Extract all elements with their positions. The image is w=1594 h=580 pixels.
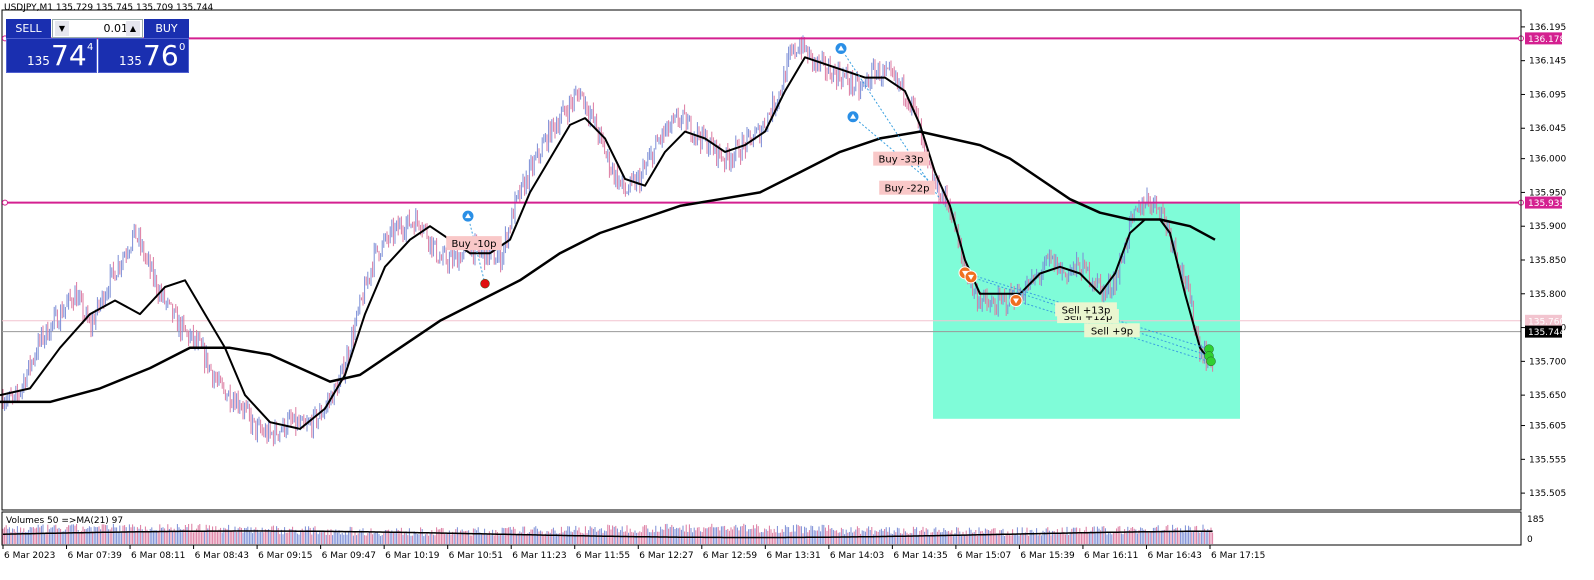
time-tick-label: 6 Mar 10:51 <box>449 551 503 561</box>
sell-button[interactable]: SELL <box>6 19 51 38</box>
time-tick-label: 6 Mar 16:43 <box>1147 551 1201 561</box>
trade-connector-line <box>970 276 1206 356</box>
volume-indicator-label: Volumes 50 =>MA(21) 97 <box>6 516 124 526</box>
time-tick-label: 6 Mar 08:11 <box>131 551 185 561</box>
time-tick-label: 6 Mar 14:35 <box>893 551 947 561</box>
buy-button[interactable]: BUY <box>144 19 189 38</box>
ask-price-tag-bg <box>1525 314 1562 327</box>
price-tick-label: 135.555 <box>1529 455 1566 465</box>
time-tick-label: 6 Mar 09:15 <box>258 551 312 561</box>
price-tick-label: 136.145 <box>1529 57 1566 67</box>
time-tick-label: 6 Mar 11:55 <box>576 551 630 561</box>
trade-result-label: Buy -33p <box>879 155 924 166</box>
buy-price-pips: 76 <box>143 39 179 72</box>
sell-price-pips: 74 <box>51 39 87 72</box>
volume-increase-button[interactable]: ▲ <box>126 21 140 36</box>
slow-moving-average-line <box>0 130 1216 404</box>
buy-entry-marker-glyph <box>465 213 471 219</box>
trade-result-label: Sell +9p <box>1091 326 1133 337</box>
time-tick-label: 6 Mar 12:27 <box>639 551 693 561</box>
buy-price-fraction: 0 <box>179 42 186 53</box>
sell-entry-marker-glyph <box>968 274 974 280</box>
trade-result-label: Sell +13p <box>1062 305 1111 316</box>
bid-price-tag-bg <box>1525 325 1562 338</box>
time-tick-label: 6 Mar 15:07 <box>957 551 1011 561</box>
price-tick-label: 136.045 <box>1529 124 1566 134</box>
time-tick-label: 6 Mar 10:19 <box>385 551 440 561</box>
time-tick-label: 6 Mar 17:15 <box>1211 551 1265 561</box>
trade-result-label-bg <box>879 180 935 195</box>
trade-result-label-bg <box>446 236 502 251</box>
volume-value: 0.01 <box>103 22 129 35</box>
volume-field[interactable]: ▼ 0.01 ▲ <box>52 19 143 38</box>
price-tick-label: 136.000 <box>1529 155 1566 165</box>
buy-entry-marker-glyph <box>838 45 844 51</box>
level-price-tag: 135.935 <box>1528 199 1565 209</box>
trade-result-label: Sell +12p <box>1064 312 1113 323</box>
volume-scale-bottom: 0 <box>1527 535 1533 545</box>
time-tick-label: 6 Mar 12:59 <box>703 551 758 561</box>
symbol-ohlc-header: USDJPY,M1 135.729 135.745 135.709 135.74… <box>4 3 214 13</box>
trade-result-label-bg <box>1084 323 1140 338</box>
volume-scale-top: 185 <box>1527 515 1544 525</box>
time-tick-label: 6 Mar 07:39 <box>68 551 123 561</box>
sell-entry-marker-glyph <box>1013 298 1019 304</box>
price-tick-label: 135.850 <box>1529 256 1566 266</box>
trade-connector-line <box>852 116 936 187</box>
plot-area-frame <box>1 9 1522 511</box>
level-anchor-point <box>2 199 8 206</box>
time-tick-label: 6 Mar 08:43 <box>195 551 249 561</box>
buy-entry-marker-glyph <box>850 113 856 119</box>
time-tick-label: 6 Mar 13:31 <box>766 551 820 561</box>
trade-result-label-bg <box>1055 302 1117 317</box>
price-tick-label: 135.650 <box>1529 391 1566 401</box>
fast-moving-average-line <box>0 56 1206 430</box>
price-tick-label: 135.950 <box>1529 188 1566 198</box>
time-tick-label: 6 Mar 15:39 <box>1020 551 1075 561</box>
level-price-tag-bg <box>1525 32 1562 45</box>
price-tick-label: 136.095 <box>1529 90 1566 100</box>
trade-result-label: Buy -10p <box>452 239 497 250</box>
sell-entry-marker-glyph <box>962 270 968 276</box>
bid-price-tag: 135.744 <box>1528 328 1565 338</box>
price-tick-label: 135.800 <box>1529 290 1566 300</box>
one-click-trading-panel: SELL ▼ 0.01 ▲ BUY 135 74 4 135 76 0 <box>6 19 189 73</box>
price-tick-label: 135.505 <box>1529 489 1566 499</box>
trade-exit-marker <box>1206 356 1216 367</box>
time-tick-label: 6 Mar 2023 <box>4 551 55 561</box>
price-tick-label: 135.900 <box>1529 222 1566 232</box>
trade-result-label-bg <box>873 151 929 166</box>
price-tick-label: 136.195 <box>1529 23 1566 33</box>
trade-panel-top-row: SELL ▼ 0.01 ▲ BUY <box>6 19 189 39</box>
buy-price-button[interactable]: 135 76 0 <box>98 38 189 73</box>
time-tick-label: 6 Mar 09:47 <box>322 551 376 561</box>
trade-exit-marker <box>480 278 490 289</box>
time-tick-label: 6 Mar 16:11 <box>1084 551 1138 561</box>
sell-price-fraction: 4 <box>87 42 94 53</box>
volume-decrease-button[interactable]: ▼ <box>55 21 69 36</box>
candles-group <box>2 35 1214 447</box>
sell-price-button[interactable]: 135 74 4 <box>6 38 97 73</box>
trade-result-label: Buy -22p <box>885 184 930 195</box>
ask-price-tag: 135.760 <box>1528 317 1565 327</box>
time-tick-label: 6 Mar 11:23 <box>512 551 566 561</box>
level-price-tag-bg <box>1525 196 1562 209</box>
level-price-tag: 136.178 <box>1528 35 1565 45</box>
price-tick-label: 135.605 <box>1529 422 1566 432</box>
sell-price-prefix: 135 <box>27 54 50 68</box>
buy-price-prefix: 135 <box>119 54 142 68</box>
price-tick-label: 135.700 <box>1529 357 1566 367</box>
volume-ma-line <box>3 530 1213 539</box>
time-tick-label: 6 Mar 14:03 <box>830 551 884 561</box>
